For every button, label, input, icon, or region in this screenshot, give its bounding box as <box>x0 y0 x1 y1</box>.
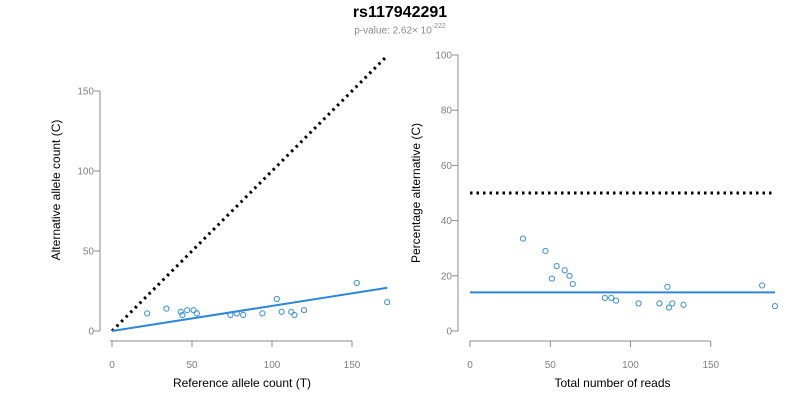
x-tick-label: 0 <box>467 360 473 371</box>
data-point <box>601 294 608 301</box>
data-point <box>519 235 527 242</box>
x-tick-label: 50 <box>186 360 198 371</box>
data-point <box>353 279 360 287</box>
data-point <box>288 308 295 315</box>
data-point <box>656 300 663 307</box>
data-point <box>635 300 642 307</box>
x-axis-title: Total number of reads <box>554 376 670 390</box>
data-point <box>144 310 151 317</box>
y-tick-label: 60 <box>441 161 453 172</box>
data-point <box>566 272 573 279</box>
x-axis-title: Reference allele count (T) <box>173 376 311 390</box>
y-tick-label: 80 <box>441 106 453 117</box>
y-tick-label: 150 <box>77 87 94 98</box>
data-point <box>542 247 549 255</box>
y-tick-label: 100 <box>435 51 452 62</box>
right-plot-panel: 0 50 100 150 0 20 40 60 80 100 Total number of rea… <box>409 51 779 390</box>
y-axis-title: Alternative allele count (C) <box>49 120 63 261</box>
data-point <box>680 301 687 308</box>
data-point <box>278 308 285 315</box>
p-value-text: p-value: 2.62× 10 <box>354 25 432 37</box>
y-tick-label: 0 <box>88 327 94 338</box>
data-point <box>608 294 615 301</box>
x-tick-label: 100 <box>264 360 281 371</box>
x-tick-label: 100 <box>622 360 639 371</box>
x-tick-label: 150 <box>702 360 719 371</box>
x-tick-label: 0 <box>109 360 115 371</box>
data-point <box>553 263 560 270</box>
y-tick-label: 40 <box>441 216 453 227</box>
data-point <box>569 280 576 288</box>
data-point <box>300 307 308 314</box>
x-tick-label: 150 <box>344 360 361 371</box>
data-point <box>561 267 568 274</box>
data-point <box>163 305 170 312</box>
data-point <box>771 303 779 310</box>
data-point <box>665 304 673 311</box>
chart-title: rs117942291 <box>352 4 448 21</box>
p-value-subtitle: p-value: 2.62× 10-222 <box>0 23 800 37</box>
data-point <box>184 307 191 314</box>
data-point <box>548 275 555 282</box>
y-axis-title: Percentage alternative (C) <box>409 123 423 263</box>
data-point <box>177 308 184 315</box>
data-point <box>273 295 280 303</box>
data-point <box>664 283 671 290</box>
y-tick-label: 20 <box>441 271 453 282</box>
left-plot-panel: 0 50 100 150 0 50 100 150 Reference allele count… <box>49 54 391 390</box>
data-point <box>612 297 620 304</box>
data-point <box>259 310 266 317</box>
data-point <box>759 282 766 289</box>
data-point <box>227 311 234 319</box>
y-tick-label: 0 <box>446 327 452 338</box>
data-point <box>190 307 197 314</box>
data-point <box>240 311 247 319</box>
x-tick-label: 50 <box>545 360 557 371</box>
data-point <box>669 300 676 307</box>
reference-dotted-line <box>110 54 389 333</box>
y-tick-label: 50 <box>83 247 95 258</box>
p-value-exponent: -222 <box>431 23 446 30</box>
y-tick-label: 100 <box>77 167 94 178</box>
data-point <box>193 310 200 317</box>
data-point <box>384 299 391 306</box>
data-point <box>179 311 186 319</box>
fit-line <box>111 286 388 332</box>
data-point <box>233 310 240 317</box>
data-point <box>291 311 298 319</box>
